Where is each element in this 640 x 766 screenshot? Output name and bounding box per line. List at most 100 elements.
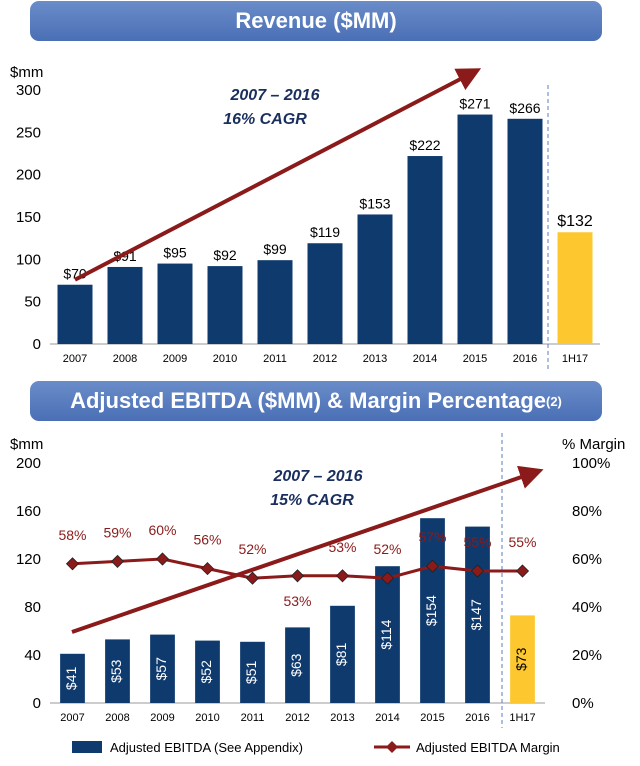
revenue-x-tick-label: 2014 <box>413 353 437 365</box>
ebitda-bar <box>195 640 220 703</box>
revenue-y-tick-label: 0 <box>33 336 41 353</box>
ebitda-y-axis-unit: $mm <box>10 436 43 453</box>
ebitda-bar <box>105 639 130 703</box>
ebitda-margin-label: 53% <box>283 593 311 609</box>
ebitda-y-tick-label: 40 <box>24 647 41 664</box>
revenue-chart-title-banner: Revenue ($MM) <box>30 1 602 41</box>
revenue-x-tick-label: 2013 <box>363 353 387 365</box>
revenue-bar <box>207 266 243 344</box>
ebitda-data-label: $57 <box>153 657 169 681</box>
revenue-bar <box>157 263 193 344</box>
revenue-x-tick-label: 2015 <box>463 353 487 365</box>
ebitda-x-tick-label: 2012 <box>285 712 309 724</box>
revenue-bar <box>307 243 343 344</box>
ebitda-x-tick-label: 2014 <box>375 712 399 724</box>
ebitda-bar <box>465 526 490 703</box>
ebitda-chart-title: Adjusted EBITDA ($MM) & Margin Percentag… <box>70 388 546 413</box>
revenue-data-label: $92 <box>213 247 237 263</box>
ebitda-margin-label: 52% <box>238 541 266 557</box>
ebitda-x-tick-label: 2016 <box>465 712 489 724</box>
revenue-x-tick-label: 2012 <box>313 353 337 365</box>
ebitda-data-label: $114 <box>378 619 394 649</box>
ebitda-data-label: $53 <box>108 659 124 683</box>
revenue-data-label: $119 <box>310 224 340 240</box>
ebitda-x-tick-label: 2010 <box>195 712 219 724</box>
ebitda-margin-label: 52% <box>373 541 401 557</box>
ebitda-data-label: $52 <box>198 660 214 684</box>
ebitda-legend-line-marker <box>386 741 398 753</box>
ebitda-data-label: $81 <box>333 643 349 667</box>
revenue-x-tick-label: 2007 <box>63 353 87 365</box>
revenue-x-tick-label: 2008 <box>113 353 137 365</box>
revenue-y-tick-label: 300 <box>16 82 41 99</box>
revenue-chart-title: Revenue ($MM) <box>235 8 397 33</box>
ebitda-x-tick-label: 1H17 <box>509 712 535 724</box>
ebitda-legend-line-label: Adjusted EBITDA Margin <box>416 740 560 755</box>
revenue-cagr-period: 2007 – 2016 <box>230 87 320 104</box>
ebitda-data-label: $73 <box>513 647 529 671</box>
ebitda-margin-label: 55% <box>463 534 491 550</box>
revenue-y-tick-label: 100 <box>16 251 41 268</box>
revenue-y-tick-label: 150 <box>16 209 41 226</box>
ebitda-x-tick-label: 2009 <box>150 712 174 724</box>
revenue-x-tick-label: 2011 <box>263 353 287 365</box>
ebitda-margin-label: 56% <box>193 532 221 548</box>
ebitda-y2-tick-label: 60% <box>572 551 602 568</box>
revenue-bar <box>257 260 293 344</box>
ebitda-y2-axis-unit: % Margin <box>562 436 625 453</box>
ebitda-y2-tick-label: 100% <box>572 455 610 472</box>
revenue-cagr-arrow <box>74 68 482 282</box>
revenue-bar <box>57 284 93 344</box>
ebitda-bar <box>510 615 535 703</box>
ebitda-x-tick-label: 2011 <box>241 712 265 724</box>
revenue-y-tick-label: 50 <box>24 294 41 311</box>
ebitda-bar <box>375 566 400 703</box>
ebitda-y-tick-label: 120 <box>16 551 41 568</box>
ebitda-margin-marker <box>245 571 260 585</box>
ebitda-x-tick-label: 2007 <box>60 712 84 724</box>
ebitda-margin-marker <box>110 554 125 568</box>
ebitda-margin-marker <box>380 571 395 585</box>
ebitda-data-label: $147 <box>468 599 484 630</box>
revenue-bar <box>107 266 143 344</box>
revenue-x-tick-label: 2010 <box>213 353 237 365</box>
revenue-data-label: $266 <box>509 100 540 116</box>
revenue-x-tick-label: 2016 <box>513 353 537 365</box>
revenue-chart: $mm050100150200250300$702007$912008$9520… <box>10 64 600 369</box>
ebitda-margin-label: 55% <box>508 534 536 550</box>
revenue-bar <box>457 114 493 344</box>
ebitda-x-tick-label: 2013 <box>330 712 354 724</box>
ebitda-bar <box>60 653 85 703</box>
ebitda-margin-marker <box>425 559 440 573</box>
ebitda-margin-label: 60% <box>148 522 176 538</box>
ebitda-cagr-period: 2007 – 2016 <box>273 468 363 485</box>
ebitda-legend-bar-label: Adjusted EBITDA (See Appendix) <box>110 740 303 755</box>
ebitda-cagr-rate: 15% CAGR <box>270 492 354 509</box>
ebitda-y-tick-label: 0 <box>33 695 41 712</box>
revenue-bar <box>507 118 543 344</box>
ebitda-cagr-arrow <box>71 465 544 634</box>
ebitda-margin-marker <box>470 564 485 578</box>
revenue-bar <box>557 232 593 344</box>
revenue-x-tick-label: 2009 <box>163 353 187 365</box>
ebitda-margin-marker <box>155 552 170 566</box>
revenue-y-tick-label: 200 <box>16 167 41 184</box>
revenue-bar <box>407 156 443 344</box>
ebitda-bar <box>285 627 310 703</box>
ebitda-y2-tick-label: 80% <box>572 503 602 520</box>
ebitda-bar <box>240 641 265 703</box>
ebitda-y2-tick-label: 20% <box>572 647 602 664</box>
ebitda-y2-tick-label: 40% <box>572 599 602 616</box>
ebitda-bar <box>150 634 175 703</box>
ebitda-margin-marker <box>335 569 350 583</box>
ebitda-data-label: $41 <box>63 667 79 691</box>
ebitda-y-tick-label: 200 <box>16 455 41 472</box>
ebitda-y2-tick-label: 0% <box>572 695 594 712</box>
ebitda-margin-label: 59% <box>103 524 131 540</box>
revenue-y-axis-unit: $mm <box>10 64 43 81</box>
ebitda-data-label: $154 <box>423 595 439 626</box>
ebitda-legend-bar-swatch <box>72 741 102 753</box>
revenue-x-tick-label: 1H17 <box>562 353 588 365</box>
ebitda-title-footnote: (2) <box>546 393 562 409</box>
ebitda-y-tick-label: 80 <box>24 599 41 616</box>
